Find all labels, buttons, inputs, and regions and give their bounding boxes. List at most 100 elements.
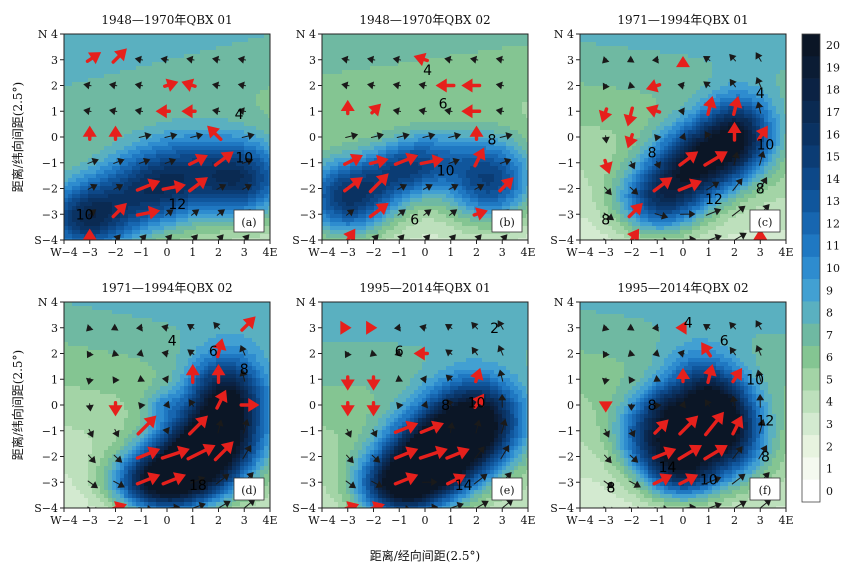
y-tick-label: 3	[51, 322, 58, 335]
x-tick-label: −2	[365, 514, 381, 527]
colorbar-label: 19	[826, 61, 840, 74]
thin-arrow	[370, 132, 384, 140]
x-tick-label: 2	[731, 246, 738, 259]
bold-arrow	[207, 125, 223, 141]
y-tick-label: N 4	[38, 28, 58, 41]
bold-arrow	[82, 228, 97, 240]
thin-arrow	[679, 210, 696, 219]
colorbar-swatch	[802, 190, 820, 213]
bold-arrow	[677, 444, 702, 461]
thin-arrow	[704, 399, 712, 407]
bold-arrow	[366, 375, 381, 391]
bold-arrow	[675, 320, 687, 335]
x-tick-label: W−4	[308, 514, 336, 527]
thin-arrow	[758, 445, 768, 460]
bold-arrow	[161, 472, 186, 486]
panel-title: 1995—2014年QBX 02	[617, 281, 748, 295]
thin-arrow	[703, 324, 711, 331]
thin-arrow	[346, 454, 354, 464]
thin-arrow	[629, 454, 639, 463]
thin-arrow	[474, 183, 485, 191]
bold-arrow	[161, 180, 186, 194]
thin-arrow	[651, 55, 659, 64]
x-tick-label: −3	[340, 514, 356, 527]
y-tick-label: 2	[567, 348, 574, 361]
x-tick-label: −3	[598, 514, 614, 527]
thin-arrow	[652, 349, 660, 357]
thin-arrow	[733, 232, 747, 240]
bold-arrow	[598, 401, 613, 413]
bold-arrow	[188, 153, 208, 167]
thin-arrow	[495, 55, 505, 64]
bold-arrow	[678, 151, 699, 167]
y-tick-label: −1	[42, 425, 58, 438]
thin-arrow	[396, 132, 410, 140]
bold-arrow	[418, 445, 448, 460]
thin-arrow	[161, 375, 169, 384]
thin-arrow	[241, 157, 254, 166]
thin-arrow	[345, 480, 357, 489]
bold-arrow	[343, 228, 356, 240]
x-tick-label: 3	[241, 246, 248, 259]
x-tick-label: −2	[365, 246, 381, 259]
thin-arrow	[418, 107, 427, 116]
x-tick-label: W−4	[566, 246, 594, 259]
thin-arrow	[448, 132, 462, 140]
thin-arrow	[216, 234, 224, 240]
thin-arrow	[217, 500, 231, 508]
bold-arrow	[368, 103, 382, 117]
thin-arrow	[758, 177, 768, 192]
y-axis-label-top: 距离/纬向间距(2.5°)	[10, 82, 25, 193]
bold-arrow	[135, 446, 161, 460]
colorbar-label: 17	[826, 106, 840, 119]
colorbar-swatch	[802, 457, 820, 481]
thin-arrow	[109, 107, 118, 116]
x-tick-label: 4E	[778, 514, 793, 527]
y-tick-label: −2	[558, 451, 574, 464]
contour-label: 10	[756, 138, 774, 154]
thin-arrow	[165, 209, 174, 217]
thin-arrow	[499, 157, 512, 166]
thin-arrow	[163, 400, 171, 409]
thin-arrow	[602, 324, 610, 332]
x-tick-label: 3	[499, 514, 506, 527]
panel-tag: (b)	[499, 216, 515, 229]
x-tick-label: 4E	[262, 514, 277, 527]
x-tick-label: 2	[473, 514, 480, 527]
thin-arrow	[241, 132, 255, 140]
thin-arrow	[602, 428, 610, 438]
bold-arrow	[677, 178, 702, 192]
bold-arrow	[213, 441, 234, 462]
thin-arrow	[113, 157, 125, 166]
x-tick-label: −3	[82, 246, 98, 259]
thin-arrow	[216, 183, 227, 191]
thin-arrow	[215, 419, 224, 434]
thin-arrow	[212, 107, 221, 116]
contour-label: 6	[395, 344, 404, 360]
bold-arrow	[676, 367, 690, 384]
y-tick-label: S−4	[34, 502, 58, 515]
thin-arrow	[161, 349, 169, 358]
thin-arrow	[418, 81, 427, 90]
colorbar-swatch	[802, 56, 820, 79]
thin-arrow	[729, 321, 737, 330]
colorbar-label: 3	[826, 418, 833, 431]
thin-arrow	[395, 374, 403, 382]
contour-label: 4	[423, 63, 432, 79]
bold-arrow	[393, 472, 419, 486]
panel-tag: (a)	[241, 216, 256, 229]
y-tick-label: S−4	[34, 234, 58, 247]
thin-arrow	[707, 233, 722, 240]
bold-arrow	[651, 446, 677, 460]
x-tick-label: 3	[757, 246, 764, 259]
thin-arrow	[88, 454, 96, 464]
x-tick-label: 1	[189, 246, 196, 259]
contour-label: 8	[648, 398, 657, 414]
thin-arrow	[134, 81, 144, 90]
thin-arrow	[370, 428, 378, 438]
thin-arrow	[188, 399, 196, 407]
thin-arrow	[138, 157, 151, 166]
panel-tag-box	[491, 477, 523, 501]
thin-arrow	[187, 349, 195, 357]
